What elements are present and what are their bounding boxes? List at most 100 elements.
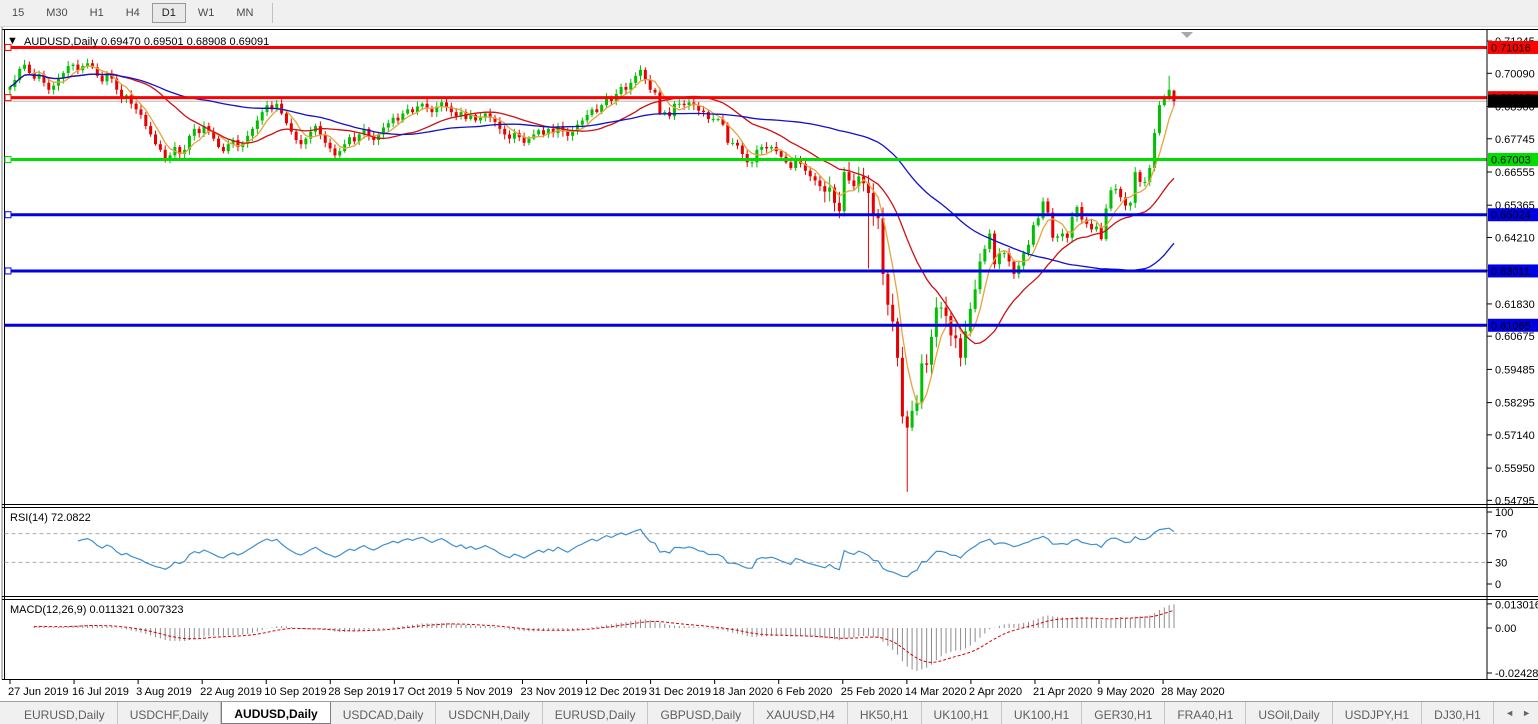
svg-text:0.63011: 0.63011 <box>1491 266 1530 278</box>
symbol-tab-uk100-h1[interactable]: UK100,H1 <box>1002 702 1083 724</box>
svg-text:31 Dec 2019: 31 Dec 2019 <box>649 686 711 698</box>
svg-text:10 Sep 2019: 10 Sep 2019 <box>264 686 326 698</box>
svg-text:0.71016: 0.71016 <box>1491 42 1531 54</box>
rsi-pane: RSI(14) 72.0822 100 70 30 0 <box>4 507 1513 591</box>
svg-text:0.65024: 0.65024 <box>1491 210 1531 222</box>
svg-text:0.57140: 0.57140 <box>1495 430 1535 442</box>
svg-text:5 Nov 2019: 5 Nov 2019 <box>456 686 512 698</box>
svg-text:0.55950: 0.55950 <box>1495 463 1535 475</box>
tabs-scroll-right-button[interactable]: ► <box>1522 708 1531 718</box>
rsi-label: RSI(14) 72.0822 <box>10 512 91 524</box>
svg-text:0.00: 0.00 <box>1495 623 1516 635</box>
svg-text:0: 0 <box>1495 579 1501 591</box>
timeframe-button-d1[interactable]: D1 <box>151 3 186 23</box>
symbol-tab-ger30-h1[interactable]: GER30,H1 <box>1082 702 1166 724</box>
tabs-scroll-left-button[interactable]: ◄ <box>1505 708 1515 718</box>
rsi-line <box>77 527 1175 578</box>
line-handle-0.71016[interactable] <box>4 43 12 51</box>
svg-text:28 May 2020: 28 May 2020 <box>1161 686 1225 698</box>
svg-text:70: 70 <box>1495 529 1507 541</box>
line-handle-0.63011[interactable] <box>4 267 12 275</box>
svg-text:14 Mar 2020: 14 Mar 2020 <box>905 686 967 698</box>
svg-text:0.67745: 0.67745 <box>1495 134 1535 146</box>
svg-text:12 Dec 2019: 12 Dec 2019 <box>585 686 647 698</box>
svg-text:AUDUSD,Daily 0.69470 0.69501: AUDUSD,Daily 0.69470 0.69501 0.68908 0.6… <box>24 36 269 48</box>
svg-text:3 Aug 2019: 3 Aug 2019 <box>136 686 192 698</box>
ma-fast-line <box>9 65 1175 405</box>
bid-price-badge: 0.69091 <box>1488 94 1538 108</box>
svg-text:23 Nov 2019: 23 Nov 2019 <box>520 686 582 698</box>
svg-text:0.60675: 0.60675 <box>1495 331 1535 343</box>
timeframe-button-w1[interactable]: W1 <box>197 7 215 19</box>
macd-label: MACD(12,26,9) 0.011321 0.007323 <box>10 604 183 616</box>
symbol-tab-hk50-h1[interactable]: HK50,H1 <box>848 702 922 724</box>
timeframe-button-h1[interactable]: H1 <box>89 7 104 19</box>
price-badge-0.63011: 0.63011 <box>1488 264 1538 278</box>
price-badge-0.65024: 0.65024 <box>1488 208 1538 222</box>
svg-text:21 Apr 2020: 21 Apr 2020 <box>1033 686 1092 698</box>
macd-pane: MACD(12,26,9) 0.011321 0.007323 0.013016 0… <box>10 600 1538 680</box>
svg-text:17 Oct 2019: 17 Oct 2019 <box>392 686 452 698</box>
price-badge-0.71016: 0.71016 <box>1488 40 1538 54</box>
svg-text:16 Jul 2019: 16 Jul 2019 <box>72 686 129 698</box>
svg-text:0.66555: 0.66555 <box>1495 167 1535 179</box>
chart-area[interactable]: 0.712450.700900.689000.677450.665550.653… <box>0 27 1538 702</box>
symbol-tab-usdcnh-daily[interactable]: USDCNH,Daily <box>436 702 543 724</box>
timeframe-button-mn[interactable]: MN <box>236 7 254 19</box>
macd-signal-line <box>34 609 1175 664</box>
svg-text:30: 30 <box>1495 557 1507 569</box>
symbol-tab-gbpusd-daily[interactable]: GBPUSD,Daily <box>648 702 755 724</box>
chart-title: ▼ AUDUSD,Daily 0.69470 0.69501 0.68908 0.… <box>7 35 269 48</box>
ma-slow-line <box>9 73 1175 272</box>
symbol-tab-eurusd-daily[interactable]: EURUSD,Daily <box>543 702 649 724</box>
line-handle-0.69218[interactable] <box>4 94 12 102</box>
svg-text:25 Feb 2020: 25 Feb 2020 <box>841 686 903 698</box>
svg-text:2 Apr 2020: 2 Apr 2020 <box>969 686 1022 698</box>
date-axis: 27 Jun 2019 16 Jul 2019 3 Aug 2019 22 Aug 2… <box>8 679 1225 698</box>
timeframe-toolbar: 15 M30 H1 H4 D1 W1 MN <box>0 0 1538 27</box>
line-handle-0.65024[interactable] <box>4 211 12 219</box>
tabs-scroll-arrows: ◄ ► <box>1505 702 1535 724</box>
symbol-tab-usdjpy-h1[interactable]: USDJPY,H1 <box>1333 702 1423 724</box>
svg-text:22 Aug 2019: 22 Aug 2019 <box>200 686 262 698</box>
timeframe-button-m30[interactable]: M30 <box>46 7 68 19</box>
chart-tabs: EURUSD,Daily USDCHF,Daily AUDUSD,Daily USDC… <box>0 702 1494 724</box>
svg-text:28 Sep 2019: 28 Sep 2019 <box>328 686 390 698</box>
toolbar-separator <box>272 3 274 23</box>
svg-text:0.70090: 0.70090 <box>1495 68 1535 80</box>
svg-text:100: 100 <box>1495 507 1513 519</box>
symbol-tab-fra40-h1[interactable]: FRA40,H1 <box>1165 702 1247 724</box>
chart-shift-marker[interactable] <box>1181 32 1193 38</box>
timeframe-button-15[interactable]: 15 <box>12 7 25 19</box>
timeframe-button-h4[interactable]: H4 <box>125 7 140 19</box>
svg-text:0.67003: 0.67003 <box>1491 154 1531 166</box>
svg-text:0.69091: 0.69091 <box>1491 96 1531 108</box>
symbol-tab-usdchf-daily[interactable]: USDCHF,Daily <box>118 702 222 724</box>
svg-text:6 Feb 2020: 6 Feb 2020 <box>777 686 833 698</box>
symbol-tab-uk100-h1[interactable]: UK100,H1 <box>922 702 1002 724</box>
chart-tabs-bar: EURUSD,Daily USDCHF,Daily AUDUSD,Daily USDC… <box>0 701 1538 724</box>
symbol-tab-eurusd-daily[interactable]: EURUSD,Daily <box>12 702 118 724</box>
svg-text:9 May 2020: 9 May 2020 <box>1097 686 1154 698</box>
symbol-tab-audusd-daily[interactable]: AUDUSD,Daily <box>221 702 331 724</box>
chart-frame <box>0 27 1538 702</box>
svg-text:0.54795: 0.54795 <box>1495 495 1535 507</box>
ma-mid-line <box>9 73 1175 345</box>
symbol-tab-xauusd-h4[interactable]: XAUUSD,H4 <box>754 702 848 724</box>
svg-text:0.61830: 0.61830 <box>1495 299 1535 311</box>
price-axis: 0.712450.700900.689000.677450.665550.653… <box>1487 36 1535 507</box>
price-badge-0.61065: 0.61065 <box>1488 318 1538 332</box>
svg-text:27 Jun 2019: 27 Jun 2019 <box>8 686 69 698</box>
svg-text:0.64210: 0.64210 <box>1495 232 1535 244</box>
svg-text:0.61065: 0.61065 <box>1491 320 1531 332</box>
symbol-tab-usoil-daily[interactable]: USOil,Daily <box>1246 702 1333 724</box>
chart-dropdown-button[interactable]: ▼ <box>7 35 18 47</box>
svg-text:0.58295: 0.58295 <box>1495 398 1535 410</box>
svg-text:0.013016: 0.013016 <box>1495 600 1538 612</box>
symbol-tab-usdcad-daily[interactable]: USDCAD,Daily <box>331 702 437 724</box>
line-handle-0.67003[interactable] <box>4 155 12 163</box>
svg-text:18 Jan 2020: 18 Jan 2020 <box>713 686 774 698</box>
symbol-tab-dj30-h1[interactable]: DJ30,H1 <box>1422 702 1494 724</box>
